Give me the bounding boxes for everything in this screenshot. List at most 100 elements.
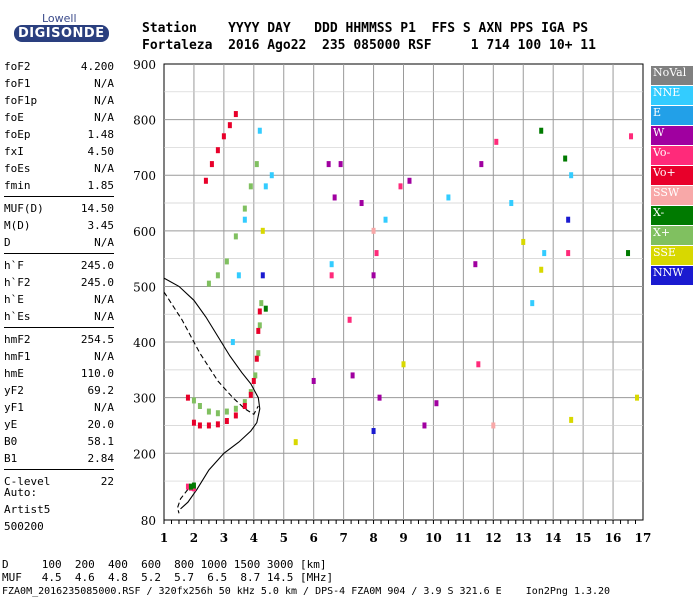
x-tick-label: 12 — [485, 531, 502, 545]
param-name: foEs — [4, 162, 31, 175]
param-value: 245.0 — [80, 276, 114, 289]
param-value: N/A — [94, 293, 114, 306]
param-row: fxI 4.50 — [4, 143, 114, 160]
profile-line — [176, 489, 189, 514]
param-value: N/A — [94, 401, 114, 414]
echo-point — [338, 161, 343, 168]
param-name: yF2 — [4, 384, 24, 397]
echo-point — [257, 127, 262, 134]
param-value: 22 — [100, 475, 114, 488]
param-row: foF2 4.200 — [4, 58, 114, 75]
digisonde-logo: Lowell DIGISONDE — [6, 10, 109, 44]
echo-point — [509, 200, 514, 207]
echo-point — [242, 399, 247, 406]
echo-point — [326, 161, 331, 168]
echo-point — [233, 412, 238, 419]
echo-point — [248, 183, 253, 190]
echo-point — [371, 227, 376, 234]
echo-point — [293, 439, 298, 446]
y-tick-label: 900 — [133, 58, 156, 72]
x-tick-label: 10 — [425, 531, 442, 545]
param-value: 3.45 — [87, 219, 115, 232]
echo-point — [626, 250, 631, 257]
param-name: M(D) — [4, 219, 31, 232]
param-name: yF1 — [4, 401, 24, 414]
echo-point — [539, 127, 544, 134]
param-row: hmF1 N/A — [4, 348, 114, 365]
param-row: h`F2 245.0 — [4, 274, 114, 291]
header-values: Fortaleza 2016 Ago22 235 085000 RSF 1 71… — [142, 38, 596, 53]
param-row: yE 20.0 — [4, 416, 114, 433]
echo-point — [479, 161, 484, 168]
param-value: 4.200 — [80, 60, 114, 73]
x-tick-label: 14 — [545, 531, 562, 545]
x-tick-label: 9 — [399, 531, 407, 545]
y-tick-label: 800 — [133, 114, 156, 128]
echo-point — [401, 361, 406, 368]
echo-point — [185, 483, 190, 490]
y-tick-label: 80 — [141, 514, 156, 528]
x-tick-label: 15 — [575, 531, 592, 545]
x-tick-label: 8 — [369, 531, 377, 545]
echo-point — [377, 394, 382, 401]
x-tick-label: 3 — [220, 531, 228, 545]
echo-point — [224, 418, 229, 425]
footer-distance-row: D 100 200 400 600 800 1000 1500 3000 [km… — [2, 558, 327, 571]
echo-point — [434, 400, 439, 407]
param-row: fmin 1.85 — [4, 177, 114, 194]
legend-entry: NoVal — [651, 66, 693, 86]
echo-point — [332, 194, 337, 201]
echo-point — [185, 394, 190, 401]
x-tick-label: 13 — [515, 531, 532, 545]
param-name: B0 — [4, 435, 18, 448]
echo-point — [197, 422, 202, 429]
param-name: h`F2 — [4, 276, 31, 289]
echo-point — [236, 272, 241, 279]
auto-line3: 500200 — [4, 520, 44, 533]
auto-line1: Auto: — [4, 486, 38, 499]
legend-entry: Vo- — [651, 146, 693, 166]
echo-point — [473, 261, 478, 268]
echo-point — [530, 300, 535, 307]
param-value: 69.2 — [87, 384, 115, 397]
echo-point — [629, 133, 634, 140]
logo-line2: DIGISONDE — [14, 25, 109, 42]
echo-point — [263, 305, 268, 312]
echo-point — [260, 227, 265, 234]
echo-point — [256, 350, 261, 357]
param-value: 254.5 — [80, 333, 114, 346]
param-value: N/A — [94, 77, 114, 90]
echo-point — [259, 300, 264, 307]
param-value: N/A — [94, 310, 114, 323]
echo-point — [221, 133, 226, 140]
param-row: foEp 1.48 — [4, 126, 114, 143]
footer-file-info: FZA0M_2016235085000.RSF / 320fx256h 50 k… — [2, 586, 611, 597]
echo-point — [566, 216, 571, 223]
param-value: N/A — [94, 236, 114, 249]
legend-entry: NNE — [651, 86, 693, 106]
echo-point — [359, 200, 364, 207]
echo-point — [563, 155, 568, 162]
param-row: foF1p N/A — [4, 92, 114, 109]
param-row: yF1 N/A — [4, 399, 114, 416]
echo-point — [635, 394, 640, 401]
x-tick-label: 1 — [160, 531, 168, 545]
echo-point — [254, 355, 259, 362]
echo-point — [491, 422, 496, 429]
echo-point — [269, 172, 274, 179]
header-labels: Station YYYY DAY DDD HHMMSS P1 FFS S AXN… — [142, 21, 589, 36]
echo-point — [191, 397, 196, 404]
echo-point — [257, 322, 262, 329]
echo-point — [242, 205, 247, 212]
param-row: M(D) 3.45 — [4, 217, 114, 234]
echo-point — [257, 308, 262, 315]
param-name: h`Es — [4, 310, 31, 323]
legend-entry: SSW — [651, 186, 693, 206]
echo-point — [242, 216, 247, 223]
legend-entry: SSE — [651, 246, 693, 266]
param-name: foF1p — [4, 94, 38, 107]
y-tick-label: 200 — [133, 447, 156, 461]
echo-point — [251, 377, 256, 384]
footer-muf-row: MUF 4.5 4.6 4.8 5.2 5.7 6.5 8.7 14.5 [MH… — [2, 571, 334, 584]
